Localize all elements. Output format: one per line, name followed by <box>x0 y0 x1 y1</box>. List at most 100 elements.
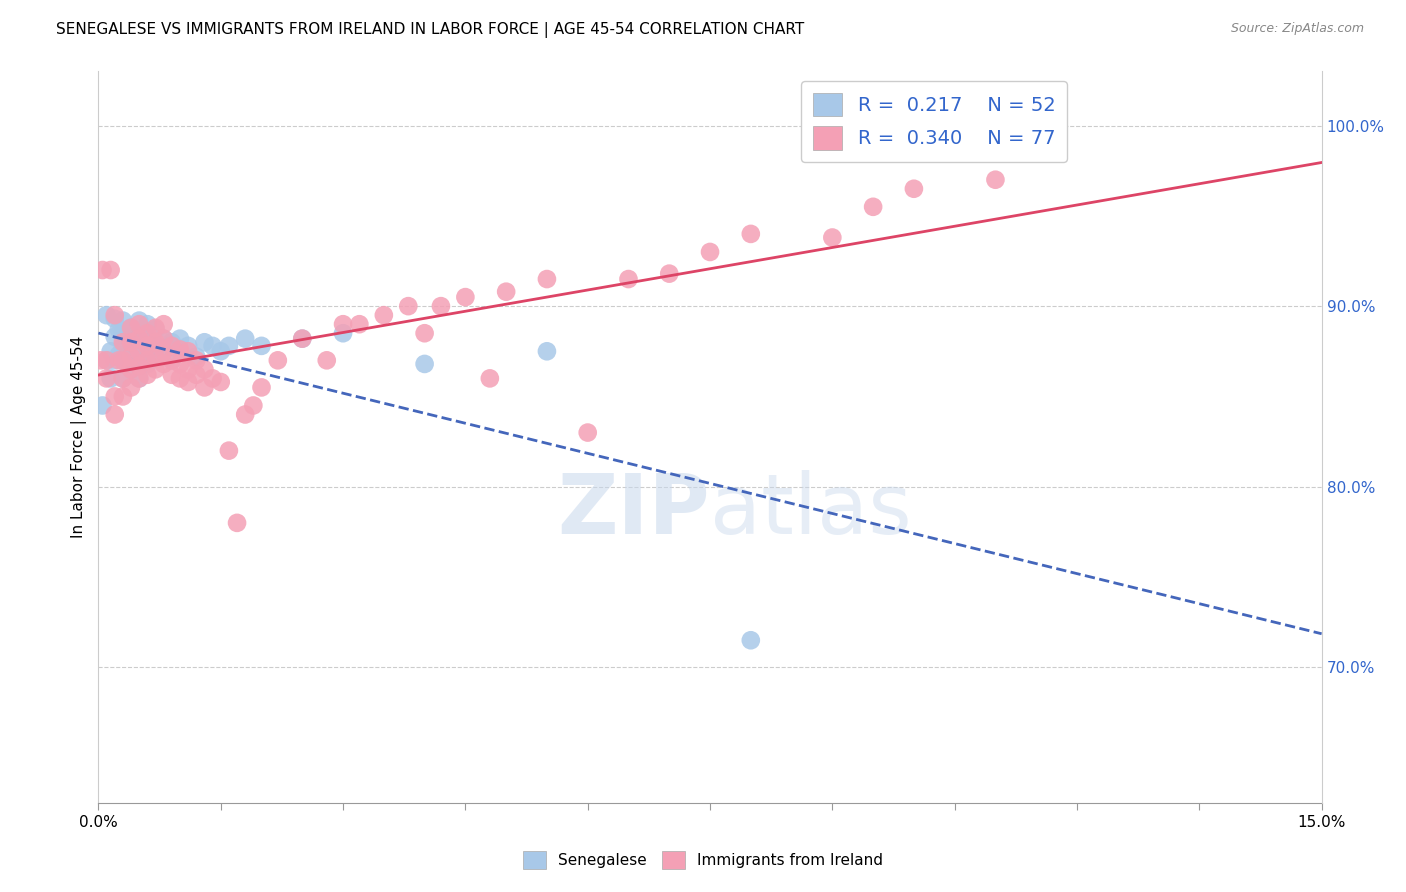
Point <box>536 272 558 286</box>
Point <box>145 335 167 350</box>
Point <box>152 317 174 331</box>
Point <box>111 313 134 327</box>
Point <box>186 353 208 368</box>
Point <box>145 339 167 353</box>
Point <box>160 368 183 382</box>
Point <box>128 332 150 346</box>
Point <box>984 172 1007 186</box>
Point <box>136 353 159 368</box>
Point <box>152 357 174 371</box>
Point <box>169 357 191 371</box>
Point <box>145 350 167 364</box>
Point <box>536 344 558 359</box>
Point <box>169 344 191 359</box>
Point <box>120 339 142 353</box>
Point <box>136 357 159 371</box>
Point <box>413 357 436 371</box>
Point <box>136 344 159 359</box>
Point <box>242 399 264 413</box>
Text: Source: ZipAtlas.com: Source: ZipAtlas.com <box>1230 22 1364 36</box>
Point <box>160 353 183 368</box>
Point <box>145 350 167 364</box>
Point <box>136 332 159 346</box>
Point <box>291 332 314 346</box>
Point <box>201 339 224 353</box>
Point <box>100 344 122 359</box>
Point <box>145 321 167 335</box>
Point <box>177 375 200 389</box>
Point <box>91 263 114 277</box>
Point <box>349 317 371 331</box>
Point <box>104 389 127 403</box>
Point <box>193 362 215 376</box>
Point <box>111 326 134 341</box>
Point <box>226 516 249 530</box>
Point <box>111 335 134 350</box>
Point <box>145 323 167 337</box>
Point <box>160 353 183 368</box>
Point <box>100 263 122 277</box>
Point <box>169 332 191 346</box>
Point <box>821 230 844 244</box>
Point <box>233 408 256 422</box>
Point <box>128 371 150 385</box>
Point <box>104 408 127 422</box>
Point <box>576 425 599 440</box>
Point <box>128 326 150 341</box>
Point <box>740 227 762 241</box>
Point <box>186 368 208 382</box>
Point <box>136 368 159 382</box>
Point <box>658 267 681 281</box>
Point <box>177 339 200 353</box>
Text: atlas: atlas <box>710 470 911 550</box>
Point <box>120 362 142 376</box>
Point <box>430 299 453 313</box>
Point <box>315 353 337 368</box>
Point <box>91 399 114 413</box>
Point <box>108 348 131 362</box>
Point <box>699 244 721 259</box>
Point <box>478 371 501 385</box>
Point <box>413 326 436 341</box>
Point <box>128 313 150 327</box>
Point <box>128 317 150 331</box>
Point <box>111 353 134 368</box>
Point <box>740 633 762 648</box>
Point <box>373 308 395 322</box>
Point <box>111 389 134 403</box>
Point <box>617 272 640 286</box>
Point <box>111 371 134 385</box>
Point <box>90 353 112 368</box>
Point <box>128 350 150 364</box>
Point <box>96 353 118 368</box>
Point <box>136 339 159 353</box>
Point <box>128 371 150 385</box>
Point <box>120 362 142 376</box>
Point <box>152 332 174 346</box>
Point <box>108 353 131 368</box>
Point <box>903 182 925 196</box>
Point <box>152 344 174 359</box>
Point <box>104 330 127 344</box>
Point <box>267 353 290 368</box>
Point <box>128 359 150 373</box>
Point <box>218 443 240 458</box>
Point <box>201 371 224 385</box>
Point <box>100 371 122 385</box>
Point <box>96 353 118 368</box>
Point <box>193 380 215 394</box>
Point <box>145 362 167 376</box>
Legend: Senegalese, Immigrants from Ireland: Senegalese, Immigrants from Ireland <box>517 845 889 875</box>
Point <box>332 317 354 331</box>
Point <box>152 344 174 359</box>
Point <box>169 371 191 385</box>
Point <box>233 332 256 346</box>
Point <box>128 344 150 359</box>
Point <box>120 321 142 335</box>
Point <box>120 350 142 364</box>
Point <box>136 326 159 341</box>
Point <box>332 326 354 341</box>
Point <box>120 380 142 394</box>
Point <box>862 200 884 214</box>
Point <box>111 339 134 353</box>
